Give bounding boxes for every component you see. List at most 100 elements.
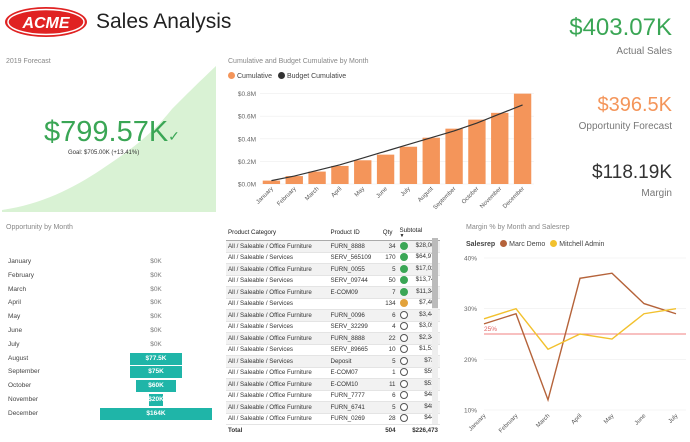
cumulative-chart: $0.0M $0.2M $0.4M $0.6M $0.8M January February… [238, 91, 534, 210]
opportunity-month-label: April [8, 299, 22, 307]
opportunity-month-label: January [8, 258, 32, 265]
table-row[interactable]: All / Saleable / Office Furniture FURN_77… [226, 390, 440, 403]
cumulative-bar [445, 128, 463, 184]
col-header-category[interactable]: Product Category [226, 224, 329, 241]
cell-category: All / Saleable / Services [226, 344, 329, 357]
subtotal-value: $13,749 [415, 276, 438, 284]
col-header-subtotal[interactable]: Subtotal ▼ [397, 224, 440, 241]
status-circle-icon [399, 402, 408, 411]
legend-swatch-budget [277, 72, 285, 79]
table-row[interactable]: All / Saleable / Office Furniture FURN_00… [226, 309, 440, 322]
x-tick-label: June [376, 186, 390, 200]
table-row[interactable]: All / Saleable / Office Furniture FURN_02… [226, 413, 440, 426]
legend-label-mitchell: Mitchell Admin [559, 241, 605, 248]
cell-subtotal: $3,058 [397, 321, 440, 334]
opportunity-month-label: August [8, 354, 29, 362]
y-tick-label: $0.0M [238, 182, 256, 189]
cumulative-bar [308, 171, 326, 184]
cell-category: All / Saleable / Services [226, 275, 329, 288]
subtotal-value: $440 [424, 414, 438, 421]
col-header-product-id[interactable]: Product ID [328, 224, 381, 241]
x-tick-label: October [461, 186, 480, 205]
table-row[interactable]: All / Saleable / Office Furniture E-COM10… [226, 378, 440, 391]
table-row[interactable]: All / Saleable / Services SERV_565109 170 $… [226, 252, 440, 265]
subtotal-value: $3,447 [419, 310, 438, 318]
actual-sales-value: $403.07K [569, 14, 672, 41]
cell-qty: 50 [380, 275, 398, 288]
status-circle-icon [399, 264, 408, 273]
opportunity-month-label: December [8, 409, 38, 417]
subtotal-value: $488 [424, 391, 438, 398]
cell-product-id: Deposit [328, 355, 381, 368]
status-circle-icon [399, 241, 408, 250]
cell-product-id: FURN_0269 [328, 413, 381, 426]
cell-category: All / Saleable / Office Furniture [226, 240, 329, 253]
cell-product-id: SERV_565109 [328, 252, 381, 265]
status-circle-icon [399, 322, 408, 331]
opportunity-month-label: November [8, 396, 38, 403]
cell-product-id: FURN_6741 [328, 401, 381, 414]
total-subtotal: $226,473 [397, 424, 440, 436]
opportunity-bar [130, 366, 182, 379]
table-row[interactable]: All / Saleable / Services SERV_89665 10 $1,… [226, 344, 440, 357]
cell-qty: 5 [380, 401, 398, 414]
cumulative-legend: Cumulative Budget Cumulative [228, 72, 346, 80]
opportunity-row: May $0K [8, 311, 208, 323]
table-row[interactable]: All / Saleable / Services SERV_09744 50 $13… [226, 275, 440, 288]
opportunity-month-label: July [8, 340, 20, 348]
opportunity-value: $75K [148, 368, 164, 376]
table-scrollbar-thumb[interactable] [432, 238, 438, 308]
subtotal-header-label: Subtotal [399, 226, 423, 234]
cell-subtotal: $3,447 [397, 309, 440, 322]
cell-product-id: E-COM07 [328, 367, 381, 380]
cell-qty: 6 [380, 309, 398, 322]
opportunity-row: July $0K [8, 339, 208, 351]
cell-subtotal: $11,343 [397, 286, 440, 299]
x-tick-label: December [502, 186, 526, 210]
cell-subtotal: $7,403 [397, 298, 440, 311]
cell-qty: 1 [380, 367, 398, 380]
forecast-area [2, 66, 216, 212]
status-circle-icon [399, 391, 408, 400]
x-tick-label: August [417, 186, 435, 204]
cell-category: All / Saleable / Office Furniture [226, 286, 329, 299]
col-header-qty[interactable]: Qty [380, 224, 398, 241]
cell-category: All / Saleable / Office Furniture [226, 263, 329, 276]
x-tick-label: May [603, 413, 615, 425]
cell-subtotal: $17,025 [397, 263, 440, 276]
subtotal-value: $1,529 [419, 345, 438, 353]
status-circle-icon [399, 356, 408, 365]
legend-label-cumulative: Cumulative [237, 73, 273, 80]
table-row[interactable]: All / Saleable / Office Furniture FURN_00… [226, 263, 440, 276]
cumulative-bar [468, 119, 486, 184]
table-row[interactable]: All / Saleable / Office Furniture FURN_67… [226, 401, 440, 414]
cell-product-id: FURN_8888 [328, 332, 381, 345]
cell-qty: 170 [380, 252, 398, 265]
table-scrollbar-track[interactable] [432, 238, 438, 424]
y-tick-label: 30% [464, 306, 477, 313]
subtotal-value: $28,000 [415, 241, 438, 249]
subtotal-value: $730 [424, 357, 438, 364]
table-row[interactable]: All / Saleable / Office Furniture E-COM07… [226, 367, 440, 380]
table-row[interactable]: All / Saleable / Services SERV_32299 4 $3,0… [226, 321, 440, 334]
table-row[interactable]: All / Saleable / Office Furniture FURN_88… [226, 332, 440, 345]
table-row[interactable]: All / Saleable / Office Furniture FURN_88… [226, 240, 440, 253]
cumulative-chart-title: Cumulative and Budget Cumulative by Mont… [228, 58, 369, 65]
table-row[interactable]: All / Saleable / Office Furniture E-COM09… [226, 286, 440, 299]
status-circle-icon [399, 253, 408, 262]
product-table: Product Category Product ID Qty Subtotal… [226, 224, 440, 436]
cell-product-id: E-COM10 [328, 378, 381, 391]
opportunity-month-label: June [8, 327, 23, 334]
cell-qty: 5 [380, 263, 398, 276]
cell-category: All / Saleable / Services [226, 355, 329, 368]
opportunity-value: $77.5K [145, 354, 167, 362]
opportunity-value: $0K [150, 285, 162, 293]
opportunity-month-label: February [8, 271, 35, 279]
budget-cumulative-line [271, 104, 523, 182]
x-tick-label: April [571, 413, 584, 426]
cell-qty: 11 [380, 378, 398, 391]
opportunity-bar [149, 394, 163, 406]
table-row[interactable]: All / Saleable / Services 134 $7,403 [226, 298, 440, 311]
cell-category: All / Saleable / Services [226, 321, 329, 334]
